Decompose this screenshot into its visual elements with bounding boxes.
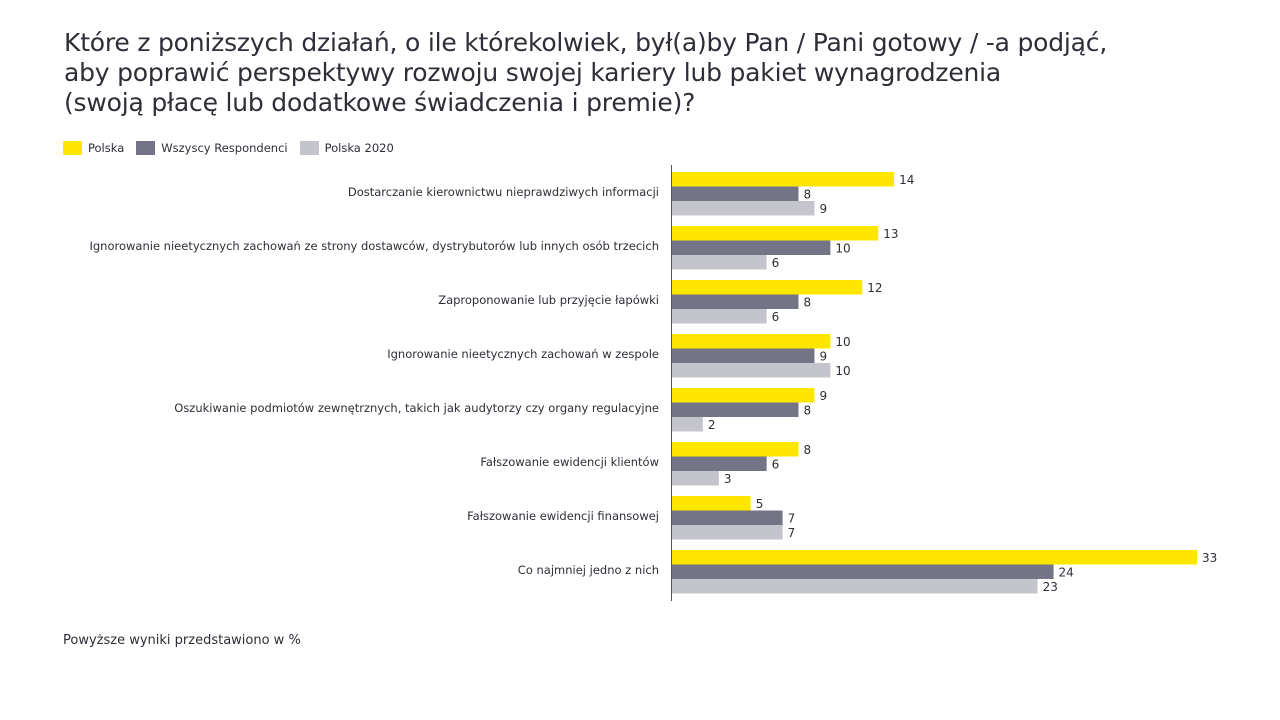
category-label: Co najmniej jedno z nich — [518, 563, 659, 577]
bar — [671, 456, 767, 471]
bar — [671, 255, 767, 270]
data-label: 10 — [835, 364, 850, 378]
bar — [671, 363, 831, 378]
data-label: 10 — [835, 335, 850, 349]
footnote: Powyższe wyniki przedstawiono w % — [63, 633, 301, 648]
bar — [671, 334, 831, 349]
bar — [671, 550, 1197, 565]
category-label: Dostarczanie kierownictwu nieprawdziwych… — [348, 185, 659, 199]
bar — [671, 172, 895, 187]
data-label: 5 — [756, 497, 764, 511]
bar — [671, 348, 815, 363]
data-label: 8 — [804, 296, 812, 310]
data-label: 7 — [788, 526, 796, 540]
data-label: 9 — [819, 202, 827, 216]
bar — [671, 402, 799, 417]
category-label: Fałszowanie ewidencji finansowej — [467, 509, 659, 523]
bar — [671, 510, 783, 525]
data-label: 23 — [1043, 580, 1058, 594]
data-label: 6 — [772, 310, 780, 324]
category-label: Ignorowanie nieetycznych zachowań w zesp… — [387, 347, 659, 361]
legend-swatch — [136, 141, 156, 155]
data-label: 9 — [819, 389, 827, 403]
legend-label: Polska — [88, 141, 125, 155]
data-label: 2 — [708, 418, 716, 432]
title-line: aby poprawić perspektywy rozwoju swojej … — [64, 58, 1002, 87]
legend: Polska Wszyscy Respondenci Polska 2020 — [63, 141, 406, 155]
data-label: 9 — [819, 350, 827, 364]
bar — [671, 309, 767, 324]
bar — [671, 186, 799, 201]
data-label: 6 — [772, 458, 780, 472]
data-label: 8 — [804, 404, 812, 418]
category-label: Zaproponowanie lub przyjęcie łapówki — [438, 293, 659, 307]
bar — [671, 294, 799, 309]
title-line: (swoją płacę lub dodatkowe świadczenia i… — [64, 88, 696, 117]
data-label: 12 — [867, 281, 882, 295]
legend-label: Polska 2020 — [324, 141, 394, 155]
data-label: 8 — [804, 188, 812, 202]
bar — [671, 442, 799, 457]
legend-swatch — [299, 141, 319, 155]
bar — [671, 201, 815, 216]
chart-title: Które z poniższych działań, o ile którek… — [64, 28, 1244, 118]
data-label: 3 — [724, 472, 732, 486]
legend-item-wszyscy: Wszyscy Respondenci — [136, 141, 288, 155]
bar — [671, 280, 863, 295]
data-label: 24 — [1059, 566, 1074, 580]
data-label: 7 — [788, 512, 796, 526]
bar — [671, 471, 719, 486]
bar — [671, 240, 831, 255]
bar — [671, 564, 1054, 579]
bar — [671, 579, 1038, 594]
category-label: Oszukiwanie podmiotów zewnętrznych, taki… — [174, 401, 659, 415]
bar — [671, 388, 815, 403]
bar — [671, 525, 783, 540]
data-label: 14 — [899, 173, 914, 187]
bar — [671, 417, 703, 432]
legend-item-polska-2020: Polska 2020 — [299, 141, 394, 155]
data-label: 33 — [1202, 551, 1217, 565]
category-label: Ignorowanie nieetycznych zachowań ze str… — [89, 239, 659, 253]
data-label: 8 — [804, 443, 812, 457]
legend-item-polska: Polska — [63, 141, 124, 155]
bar — [671, 496, 751, 511]
data-label: 6 — [772, 256, 780, 270]
legend-label: Wszyscy Respondenci — [161, 141, 288, 155]
data-label: 10 — [835, 242, 850, 256]
data-label: 13 — [883, 227, 898, 241]
legend-swatch — [63, 141, 82, 155]
category-label: Fałszowanie ewidencji klientów — [480, 455, 659, 469]
title-line: Które z poniższych działań, o ile którek… — [64, 28, 1108, 57]
bar — [671, 226, 879, 241]
